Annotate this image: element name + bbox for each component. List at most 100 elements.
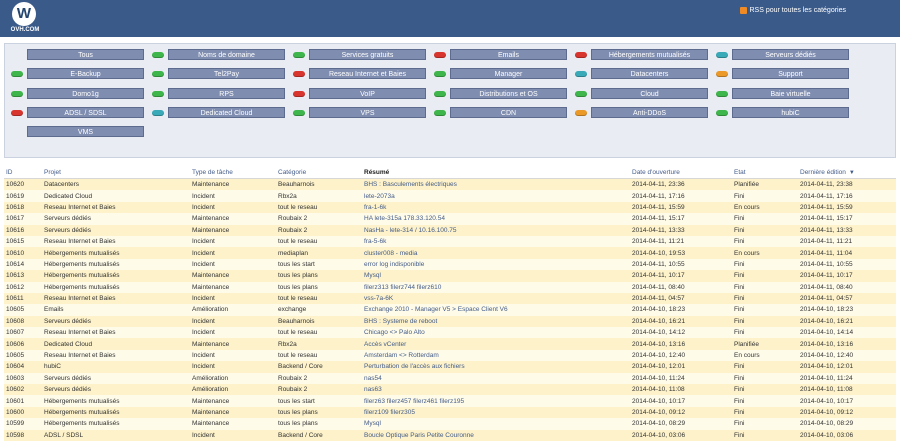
- table-row[interactable]: 10605 Reseau Internet et Baies Incident tou…: [4, 349, 896, 362]
- category-button[interactable]: Tous: [27, 49, 144, 60]
- cell-resume[interactable]: error log indisponible: [362, 258, 630, 271]
- category-button[interactable]: Emails: [450, 49, 567, 60]
- table-row[interactable]: 10620 Datacenters Maintenance Beauharnois BH…: [4, 178, 896, 191]
- category-item[interactable]: Hébergements mutualisés: [575, 49, 708, 60]
- table-row[interactable]: 10612 Hébergements mutualisés Maintenance t…: [4, 281, 896, 293]
- col-header-projet[interactable]: Projet: [42, 167, 190, 179]
- category-item[interactable]: hubiC: [716, 107, 849, 118]
- category-item[interactable]: Baie virtuelle: [716, 88, 849, 99]
- table-row[interactable]: 10619 Dedicated Cloud Incident Rbx2a lete-20…: [4, 190, 896, 202]
- cell-resume[interactable]: Chicago <> Palo Alto: [362, 327, 630, 339]
- table-row[interactable]: 10607 Reseau Internet et Baies Incident tou…: [4, 327, 896, 339]
- category-button[interactable]: Manager: [450, 68, 567, 79]
- col-header-etat[interactable]: Etat: [732, 167, 798, 179]
- category-item[interactable]: VoIP: [293, 88, 426, 99]
- category-button[interactable]: Anti-DDoS: [591, 107, 708, 118]
- category-button[interactable]: Noms de domaine: [168, 49, 285, 60]
- table-row[interactable]: 10602 Serveurs dédiés Amélioration Roubaix …: [4, 384, 896, 396]
- category-item[interactable]: Tous: [11, 49, 144, 60]
- category-item[interactable]: Services gratuits: [293, 49, 426, 60]
- category-item[interactable]: VPS: [293, 107, 426, 118]
- table-row[interactable]: 10600 Hébergements mutualisés Maintenance t…: [4, 406, 896, 419]
- table-row[interactable]: 10608 Serveurs dédiés Incident Beauharnois B…: [4, 315, 896, 328]
- cell-resume[interactable]: Amsterdam <> Rotterdam: [362, 349, 630, 362]
- category-button[interactable]: ADSL / SDSL: [27, 107, 144, 118]
- category-button[interactable]: VoIP: [309, 88, 426, 99]
- category-button[interactable]: Distributions et OS: [450, 88, 567, 99]
- cell-resume[interactable]: fra-5-6k: [362, 235, 630, 248]
- category-button[interactable]: Datacenters: [591, 68, 708, 79]
- category-button[interactable]: Support: [732, 68, 849, 79]
- category-button[interactable]: E-Backup: [27, 68, 144, 79]
- category-item[interactable]: Anti-DDoS: [575, 107, 708, 118]
- category-item[interactable]: RPS: [152, 88, 285, 99]
- table-row[interactable]: 10613 Hébergements mutualisés Maintenance t…: [4, 270, 896, 282]
- table-row[interactable]: 10618 Reseau Internet et Baies Incident tou…: [4, 201, 896, 214]
- col-header-type[interactable]: Type de tâche: [190, 167, 276, 179]
- sort-desc-icon[interactable]: ▼: [848, 170, 855, 176]
- category-item[interactable]: Manager: [434, 68, 567, 79]
- category-button[interactable]: Tel2Pay: [168, 68, 285, 79]
- category-item[interactable]: VMS: [11, 126, 144, 137]
- cell-resume[interactable]: filerz313 filerz744 filerz610: [362, 281, 630, 293]
- category-button[interactable]: VMS: [27, 126, 144, 137]
- table-row[interactable]: 10604 hubiC Incident Backend / Core Perturba…: [4, 361, 896, 373]
- cell-resume[interactable]: filerz109 filerz305: [362, 406, 630, 419]
- cell-resume[interactable]: NasHa - lete-314 / 10.16.100.75: [362, 224, 630, 236]
- category-button[interactable]: Hébergements mutualisés: [591, 49, 708, 60]
- ovh-logo[interactable]: W OVH.COM: [6, 2, 46, 35]
- col-header-date-ouverture[interactable]: Date d'ouverture: [630, 167, 732, 179]
- cell-resume[interactable]: Boucle Optique Paris Petite Couronne: [362, 429, 630, 441]
- cell-resume[interactable]: Exchange 2010 - Manager V5 > Espace Clie…: [362, 304, 630, 316]
- category-item[interactable]: Domo1g: [11, 88, 144, 99]
- table-row[interactable]: 10615 Reseau Internet et Baies Incident tou…: [4, 235, 896, 248]
- category-button[interactable]: Cloud: [591, 88, 708, 99]
- cell-resume[interactable]: fra-1-6k: [362, 201, 630, 214]
- table-row[interactable]: 10606 Dedicated Cloud Maintenance Rbx2a Accè…: [4, 338, 896, 350]
- table-row[interactable]: 10599 Hébergements mutualisés Maintenance t…: [4, 418, 896, 430]
- category-item[interactable]: Noms de domaine: [152, 49, 285, 60]
- category-button[interactable]: Reseau Internet et Baies: [309, 68, 426, 79]
- category-item[interactable]: Cloud: [575, 88, 708, 99]
- cell-resume[interactable]: HA lete-315a 178.33.120.54: [362, 213, 630, 225]
- category-item[interactable]: Serveurs dédiés: [716, 49, 849, 60]
- category-button[interactable]: Baie virtuelle: [732, 88, 849, 99]
- cell-resume[interactable]: BHS : Systeme de reboot: [362, 315, 630, 328]
- category-button[interactable]: Domo1g: [27, 88, 144, 99]
- cell-resume[interactable]: nas54: [362, 372, 630, 385]
- category-button[interactable]: Dedicated Cloud: [168, 107, 285, 118]
- cell-resume[interactable]: Mysql: [362, 270, 630, 282]
- category-item[interactable]: Tel2Pay: [152, 68, 285, 79]
- table-row[interactable]: 10605 Emails Amélioration exchange Exchange …: [4, 304, 896, 316]
- col-header-id[interactable]: ID: [4, 167, 42, 179]
- category-item[interactable]: Reseau Internet et Baies: [293, 68, 426, 79]
- category-button[interactable]: CDN: [450, 107, 567, 118]
- table-row[interactable]: 10601 Hébergements mutualisés Maintenance t…: [4, 395, 896, 407]
- table-row[interactable]: 10603 Serveurs dédiés Amélioration Roubaix …: [4, 372, 896, 385]
- table-row[interactable]: 10617 Serveurs dédiés Maintenance Roubaix 2…: [4, 213, 896, 225]
- category-item[interactable]: Datacenters: [575, 68, 708, 79]
- cell-resume[interactable]: Mysql: [362, 418, 630, 430]
- category-item[interactable]: E-Backup: [11, 68, 144, 79]
- cell-resume[interactable]: BHS : Basculements électriques: [362, 178, 630, 191]
- table-row[interactable]: 10614 Hébergements mutualisés Incident tous…: [4, 258, 896, 271]
- col-header-derniere-edition[interactable]: Dernière édition ▼: [798, 167, 896, 179]
- category-button[interactable]: Services gratuits: [309, 49, 426, 60]
- category-item[interactable]: Dedicated Cloud: [152, 107, 285, 118]
- col-header-resume[interactable]: Résumé: [362, 167, 630, 179]
- category-item[interactable]: CDN: [434, 107, 567, 118]
- category-item[interactable]: Support: [716, 68, 849, 79]
- rss-all-categories-link[interactable]: RSS pour toutes les catégories: [739, 7, 846, 14]
- table-row[interactable]: 10598 ADSL / SDSL Incident Backend / Core Bo…: [4, 429, 896, 441]
- table-row[interactable]: 10616 Serveurs dédiés Maintenance Roubaix 2…: [4, 224, 896, 236]
- cell-resume[interactable]: nas63: [362, 384, 630, 396]
- cell-resume[interactable]: cluster008 - media: [362, 247, 630, 259]
- category-item[interactable]: Distributions et OS: [434, 88, 567, 99]
- category-button[interactable]: Serveurs dédiés: [732, 49, 849, 60]
- category-button[interactable]: hubiC: [732, 107, 849, 118]
- cell-resume[interactable]: Accès vCenter: [362, 338, 630, 350]
- col-header-categorie[interactable]: Catégorie: [276, 167, 362, 179]
- cell-resume[interactable]: Perturbation de l'accès aux fichiers: [362, 361, 630, 373]
- category-item[interactable]: Emails: [434, 49, 567, 60]
- cell-resume[interactable]: filerz63 filerz457 filerz461 filerz195: [362, 395, 630, 407]
